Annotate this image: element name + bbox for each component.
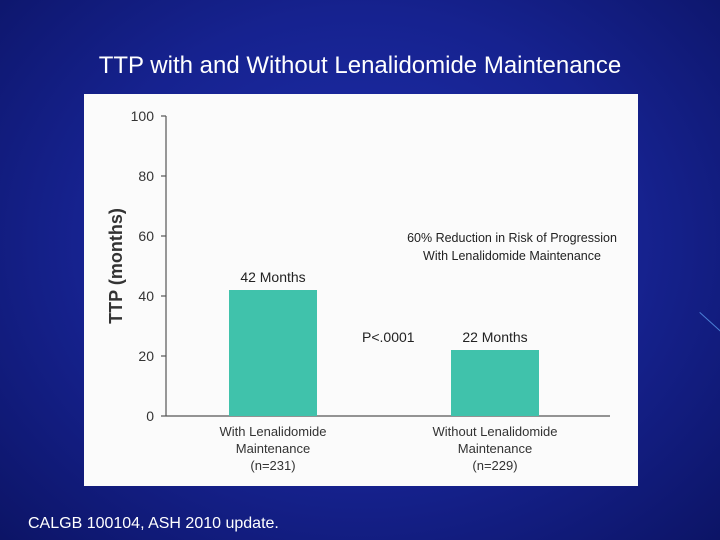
bar-value-label: 22 Months bbox=[462, 329, 527, 345]
chart-panel: 0 20 40 60 80 100 42 Months 22 Months With Len… bbox=[84, 94, 638, 486]
slide-title: TTP with and Without Lenalidomide Mainte… bbox=[98, 52, 622, 79]
annotation-line: With Lenalidomide Maintenance bbox=[423, 249, 601, 263]
footer-citation: CALGB 100104, ASH 2010 update. bbox=[28, 515, 279, 532]
y-tick-label: 0 bbox=[146, 408, 154, 424]
y-axis-label: TTP (months) bbox=[106, 208, 126, 324]
annotation-line: 60% Reduction in Risk of Progression bbox=[407, 231, 617, 245]
decorative-line bbox=[699, 312, 720, 333]
p-value-annotation: P<.0001 bbox=[362, 329, 415, 345]
y-tick-label: 40 bbox=[138, 288, 154, 304]
bar bbox=[451, 350, 539, 416]
data-labels: 42 Months 22 Months bbox=[240, 269, 527, 345]
x-category-label: Without Lenalidomide bbox=[432, 424, 557, 439]
y-tick-label: 80 bbox=[138, 168, 154, 184]
bar-value-label: 42 Months bbox=[240, 269, 305, 285]
x-category-label: Maintenance bbox=[236, 441, 310, 456]
x-category-labels: With Lenalidomide Maintenance (n=231) Witho… bbox=[220, 424, 558, 473]
bar bbox=[229, 290, 317, 416]
y-tick-label: 20 bbox=[138, 348, 154, 364]
x-category-label: (n=229) bbox=[472, 458, 517, 473]
x-category-label: Maintenance bbox=[458, 441, 532, 456]
x-category-label: (n=231) bbox=[250, 458, 295, 473]
y-tick-label: 60 bbox=[138, 228, 154, 244]
ttp-bar-chart: 0 20 40 60 80 100 42 Months 22 Months With Len… bbox=[106, 108, 617, 473]
x-category-label: With Lenalidomide bbox=[220, 424, 327, 439]
annotation-reduction: 60% Reduction in Risk of Progression With… bbox=[407, 231, 617, 263]
bars bbox=[229, 290, 539, 416]
y-tick-label: 100 bbox=[131, 108, 155, 124]
